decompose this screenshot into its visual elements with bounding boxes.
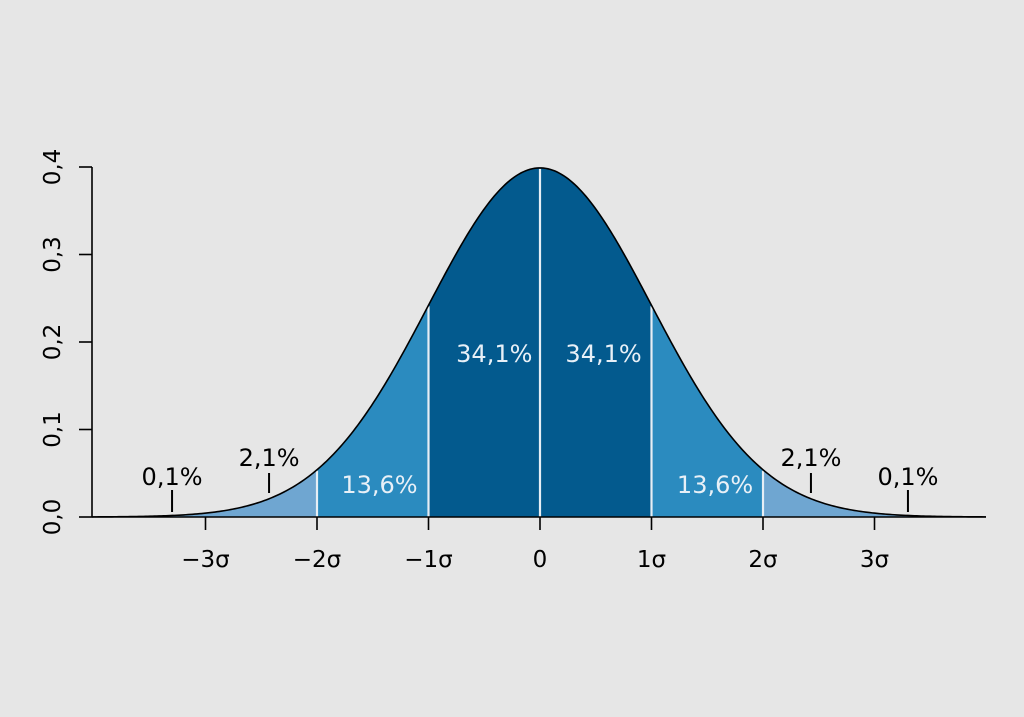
x-tick-label: 0 bbox=[533, 547, 548, 573]
band-percent-label: 0,1% bbox=[142, 463, 203, 491]
band-percent-label: 2,1% bbox=[780, 444, 841, 472]
y-tick-label: 0,2 bbox=[40, 324, 66, 361]
band-area-1 bbox=[205, 469, 317, 517]
band-labels: 0,1% 2,1% 13,6% 34,1% 34,1% 13,6% 2,1% 0,1% bbox=[142, 340, 938, 512]
density-curve bbox=[91, 167, 987, 518]
band-percent-label: 34,1% bbox=[565, 340, 641, 368]
band-area-3 bbox=[428, 167, 540, 517]
x-ticks: −3σ −2σ −1σ 0 1σ 2σ 3σ bbox=[181, 517, 889, 573]
band-percent-label: 0,1% bbox=[877, 463, 938, 491]
y-tick-label: 0,4 bbox=[40, 149, 66, 186]
y-tick-label: 0,3 bbox=[40, 236, 66, 273]
x-tick-label: 3σ bbox=[860, 547, 889, 573]
band-percent-label: 2,1% bbox=[239, 444, 300, 472]
band-percent-label: 13,6% bbox=[341, 471, 417, 499]
band-area-7 bbox=[874, 513, 986, 517]
band-percent-label: 34,1% bbox=[456, 340, 532, 368]
band-percent-label: 13,6% bbox=[677, 471, 753, 499]
x-tick-label: 2σ bbox=[748, 547, 777, 573]
y-tick-label: 0,0 bbox=[40, 499, 66, 536]
band-separators bbox=[315, 168, 765, 517]
y-tick-label: 0,1 bbox=[40, 411, 66, 448]
x-tick-label: −1σ bbox=[404, 547, 452, 573]
x-tick-label: −3σ bbox=[181, 547, 229, 573]
x-tick-label: −2σ bbox=[293, 547, 341, 573]
band-area-0 bbox=[94, 513, 206, 517]
y-ticks: 0,0 0,1 0,2 0,3 0,4 bbox=[40, 149, 92, 536]
band-area-4 bbox=[540, 167, 652, 517]
x-tick-label: 1σ bbox=[637, 547, 666, 573]
band-area-6 bbox=[763, 469, 875, 517]
